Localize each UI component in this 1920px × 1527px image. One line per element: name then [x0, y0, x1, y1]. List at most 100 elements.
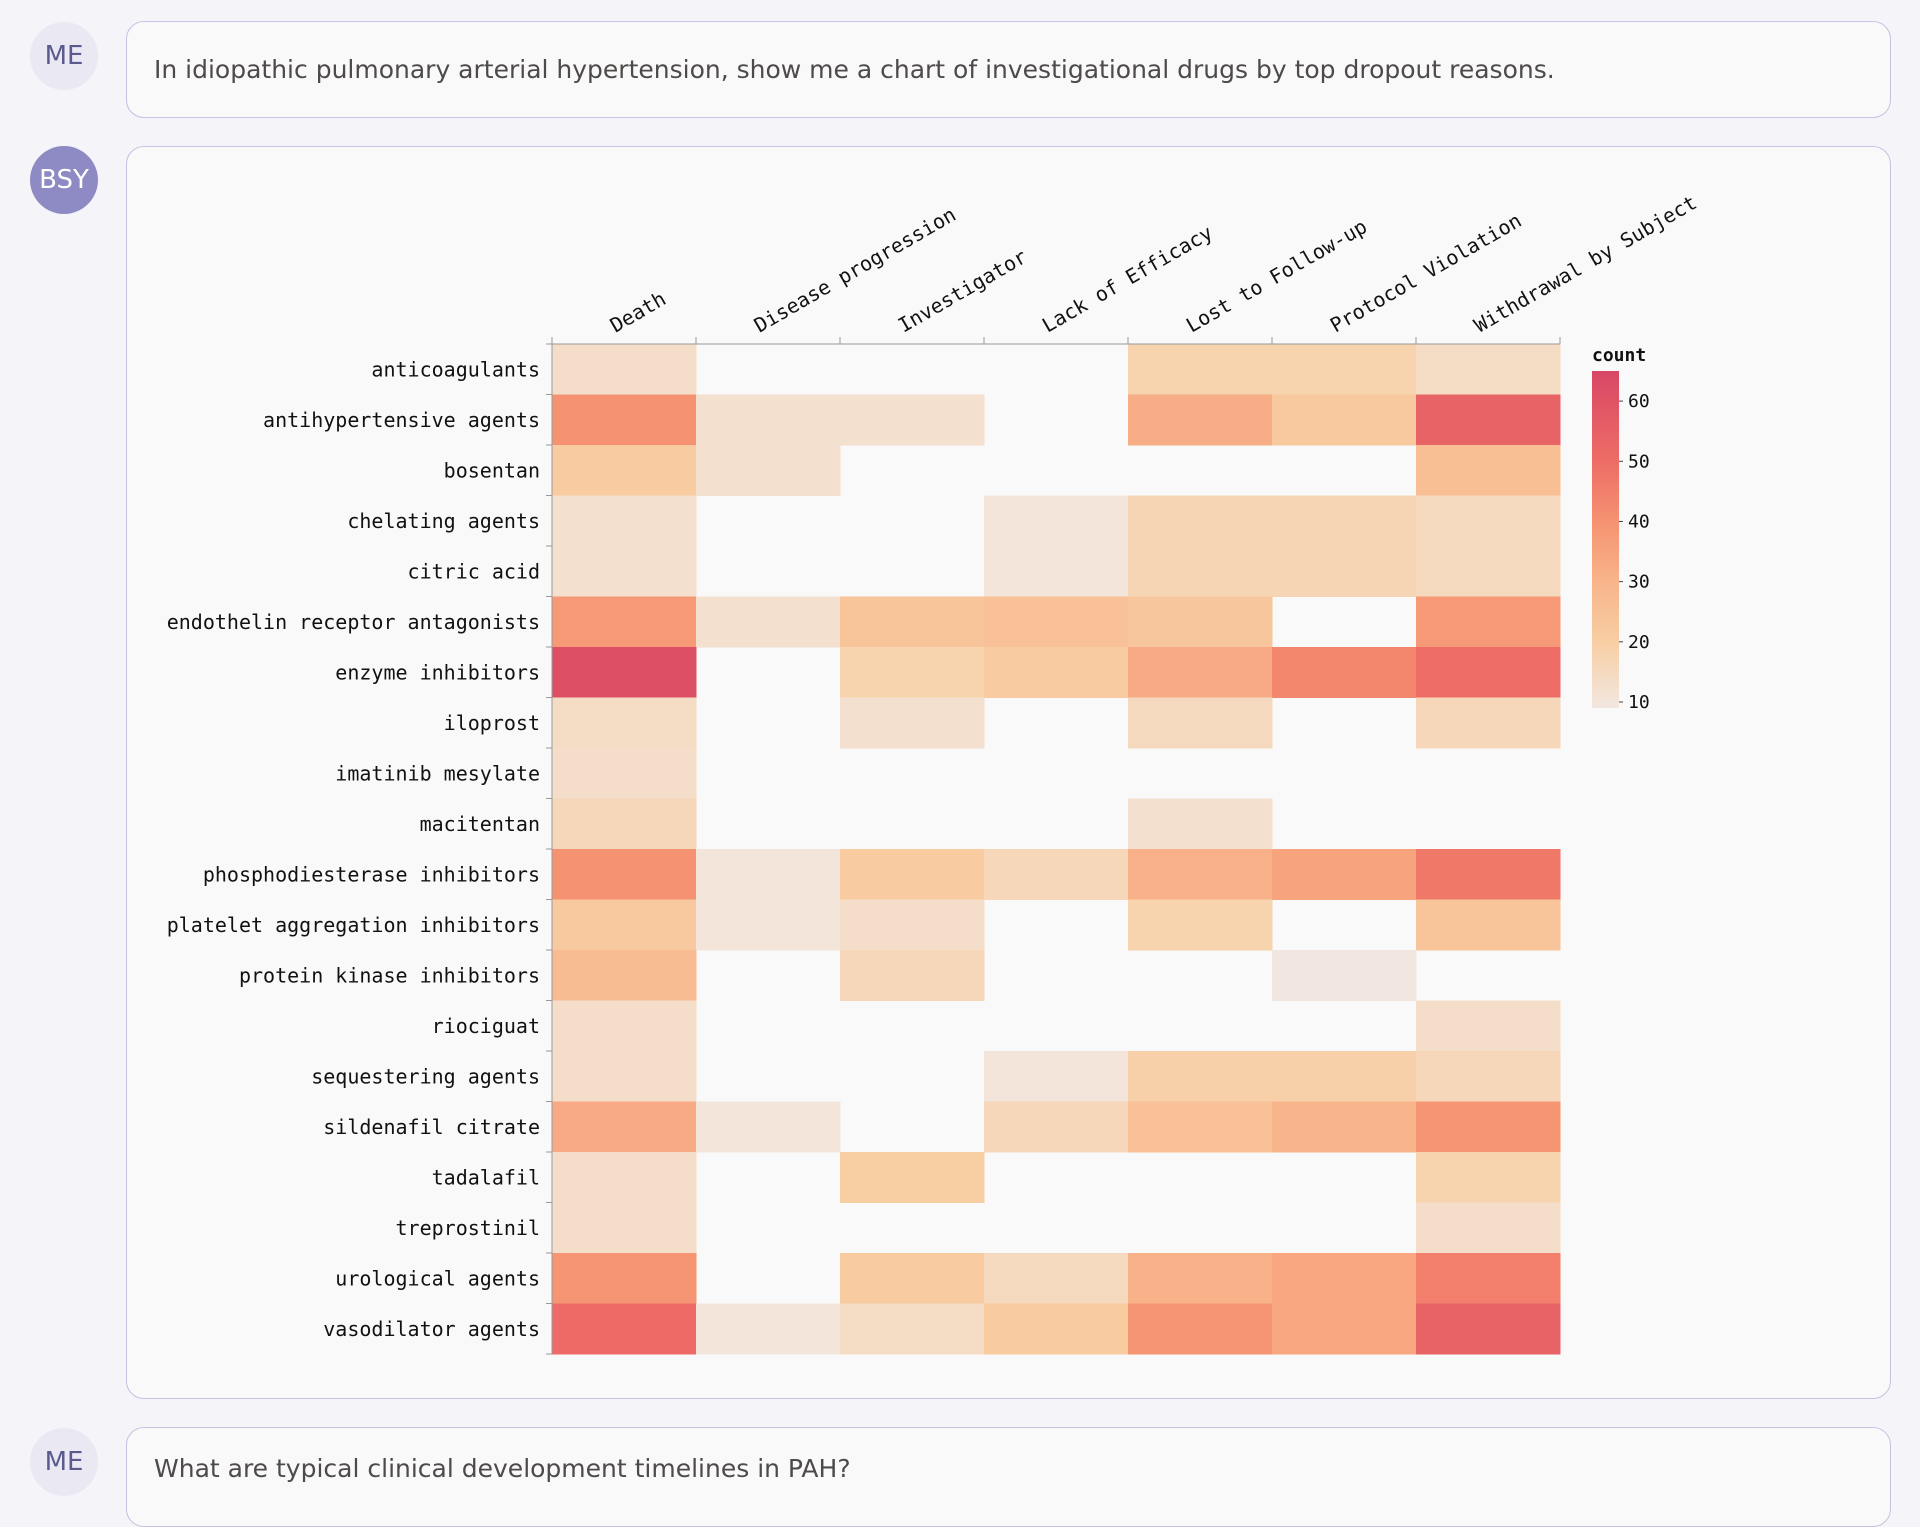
colorbar-tick-label: 50 [1628, 451, 1650, 472]
colorbar-tick-label: 20 [1628, 632, 1650, 653]
heatmap-cell [1416, 647, 1561, 698]
heatmap-cell [1272, 1253, 1417, 1304]
heatmap-cell [552, 1303, 697, 1355]
y-tick-label: protein kinase inhibitors [239, 963, 540, 987]
heatmap-cell [552, 495, 697, 547]
heatmap-cell [1416, 899, 1561, 951]
user-avatar: ME [30, 22, 98, 90]
user-message-text: In idiopathic pulmonary arterial hyperte… [154, 55, 1555, 84]
heatmap-cell [984, 596, 1129, 648]
user-message-text-2: What are typical clinical development ti… [154, 1454, 851, 1483]
heatmap-cell [696, 899, 841, 951]
heatmap-cell [1272, 344, 1417, 395]
heatmap-cell [552, 596, 697, 648]
colorbar-tick-label: 40 [1628, 511, 1650, 532]
heatmap-cell [696, 1303, 841, 1355]
heatmap-cell [1128, 1253, 1273, 1304]
y-tick-label: iloprost [444, 711, 540, 735]
heatmap-cell [1416, 445, 1561, 496]
heatmap-cell [840, 697, 985, 749]
heatmap-cell [696, 849, 841, 900]
heatmap-cell [552, 546, 697, 597]
heatmap-cell [552, 344, 697, 395]
heatmap-cell [1416, 394, 1561, 446]
colorbar-gradient [1592, 371, 1619, 708]
heatmap-cell [1272, 394, 1417, 446]
heatmap-cell [1272, 1051, 1417, 1102]
heatmap-cell [1416, 697, 1561, 749]
heatmap-cell [840, 1253, 985, 1304]
y-tick-label: phosphodiesterase inhibitors [203, 862, 540, 886]
heatmap-cell [984, 546, 1129, 597]
user-avatar-2: ME [30, 1428, 98, 1496]
heatmap-cell [840, 849, 985, 900]
heatmap-cell [1128, 546, 1273, 597]
assistant-avatar: BSY [30, 146, 98, 214]
colorbar-tick-label: 60 [1628, 391, 1650, 412]
heatmap-cell [1128, 899, 1273, 951]
heatmap-cell [840, 394, 985, 446]
colorbar-tick-label: 30 [1628, 572, 1650, 593]
heatmap-cell [840, 1303, 985, 1355]
heatmap-cell [1416, 344, 1561, 395]
user-message-bubble: In idiopathic pulmonary arterial hyperte… [126, 21, 1891, 118]
heatmap-cell [552, 647, 697, 698]
heatmap-cell [1272, 1101, 1417, 1153]
heatmap-cell [840, 647, 985, 698]
heatmap-cell [1128, 1303, 1273, 1355]
y-tick-label: anticoagulants [371, 357, 540, 381]
heatmap-cell [1272, 849, 1417, 900]
y-tick-label: bosentan [444, 458, 540, 482]
y-tick-label: antihypertensive agents [263, 408, 540, 432]
heatmap-cell [1272, 950, 1417, 1001]
heatmap-cell [840, 899, 985, 951]
heatmap-cell [840, 950, 985, 1001]
heatmap-cell [1416, 1253, 1561, 1304]
heatmap-cell [1416, 1152, 1561, 1203]
heatmap-cell [984, 1253, 1129, 1304]
heatmap-cell [696, 596, 841, 648]
heatmap-cell [984, 495, 1129, 547]
heatmap-cell [1272, 495, 1417, 547]
y-tick-label: urological agents [335, 1266, 540, 1290]
y-tick-label: platelet aggregation inhibitors [167, 913, 540, 937]
heatmap-cell [552, 1152, 697, 1203]
heatmap-cell [1272, 1303, 1417, 1355]
user-message-bubble-2: What are typical clinical development ti… [126, 1427, 1891, 1527]
y-tick-label: treprostinil [396, 1216, 541, 1240]
assistant-chart-bubble: Death Disease progression Investigator Lack… [126, 146, 1891, 1399]
heatmap-cell [552, 950, 697, 1001]
heatmap-cell [1416, 1303, 1561, 1355]
y-tick-label: enzyme inhibitors [335, 660, 540, 684]
y-tick-label: sildenafil citrate [323, 1115, 540, 1139]
heatmap-cell [984, 647, 1129, 698]
heatmap-cell [552, 849, 697, 900]
y-tick-label: citric acid [408, 559, 540, 583]
heatmap-cell [984, 1303, 1129, 1355]
heatmap-cell [1128, 344, 1273, 395]
heatmap-cell [552, 1000, 697, 1052]
heatmap-cell [552, 748, 697, 799]
heatmap-cell [1128, 394, 1273, 446]
heatmap-cell [552, 445, 697, 496]
heatmap-cell [1128, 495, 1273, 547]
heatmap-cell [1128, 697, 1273, 749]
heatmap-cell [552, 1253, 697, 1304]
heatmap-cell [1416, 1101, 1561, 1153]
heatmap-cell [696, 394, 841, 446]
y-tick-label: sequestering agents [311, 1064, 540, 1088]
y-tick-label: chelating agents [347, 509, 540, 533]
heatmap-cell [1128, 798, 1273, 850]
y-tick-label: riociguat [432, 1014, 540, 1038]
heatmap-cell [1416, 1202, 1561, 1254]
y-tick-label: imatinib mesylate [335, 761, 540, 785]
heatmap-cell [1416, 596, 1561, 648]
heatmap-cell [1128, 647, 1273, 698]
heatmap-cell [840, 596, 985, 648]
heatmap-cell [552, 899, 697, 951]
heatmap-cell [984, 849, 1129, 900]
heatmap-cell [552, 1101, 697, 1153]
heatmap-cell [1416, 495, 1561, 547]
heatmap-cell [1272, 647, 1417, 698]
heatmap-cell [1416, 546, 1561, 597]
